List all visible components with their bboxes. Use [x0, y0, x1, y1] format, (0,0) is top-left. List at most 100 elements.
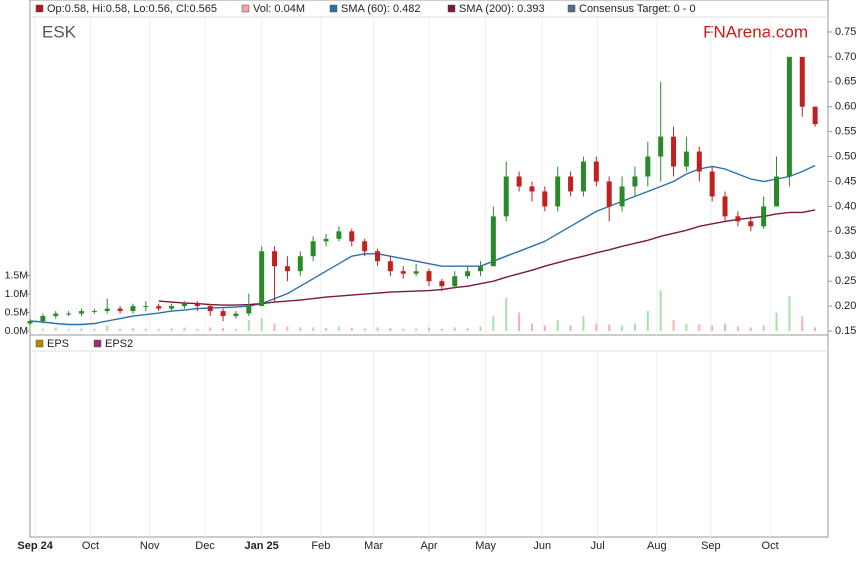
candle-body [555, 176, 561, 207]
candle-body [426, 271, 432, 282]
candle-body [207, 306, 213, 312]
ticker: ESK [42, 22, 77, 41]
y-tick-label: 0.75 [835, 26, 856, 38]
volume-bar [389, 328, 392, 331]
volume-bar [222, 328, 225, 331]
candle-body [284, 266, 290, 272]
volume-bar [608, 324, 611, 331]
volume-bar [633, 323, 636, 331]
volume-bar [788, 295, 791, 331]
candle-body [632, 176, 638, 187]
candle-body [169, 306, 175, 309]
legend-label: EPS [47, 338, 69, 350]
candle-body [812, 106, 818, 125]
volume-bar [131, 328, 134, 331]
candle-body [671, 136, 677, 167]
y-tick-label: 0.70 [835, 51, 856, 63]
legend-label: SMA (200): 0.393 [459, 3, 545, 15]
x-tick-label: Sep 24 [17, 540, 53, 552]
volume-bar [415, 328, 418, 331]
candle-body [259, 251, 265, 307]
volume-bar [80, 328, 83, 331]
candle-body [477, 266, 483, 272]
candle-body [748, 221, 754, 227]
volume-bar [518, 312, 521, 331]
volume-tick-label: 0.0M [5, 325, 28, 337]
volume-bar [286, 326, 289, 331]
volume-bar [299, 327, 302, 331]
y-tick-label: 0.30 [835, 250, 856, 262]
candle-body [323, 238, 329, 242]
x-tick-label: Jan 25 [245, 540, 279, 552]
volume-bar [106, 325, 109, 331]
volume-bar [505, 297, 508, 331]
candle-body [645, 156, 651, 177]
candle-body [516, 176, 522, 187]
legend-swatch [567, 4, 576, 13]
y-tick-label: 0.20 [835, 300, 856, 312]
volume-bar [157, 329, 160, 331]
volume-bar [312, 327, 315, 331]
volume-bar [646, 310, 649, 331]
volume-bar [144, 328, 147, 331]
y-tick-label: 0.55 [835, 126, 856, 138]
y-tick-label: 0.15 [835, 325, 856, 337]
candle-body [143, 306, 149, 308]
x-tick-label: Dec [195, 540, 215, 552]
candle-body [709, 171, 715, 197]
candle-body [66, 313, 72, 315]
candle-body [580, 161, 586, 192]
y-tick-label: 0.60 [835, 101, 856, 113]
x-tick-label: Jul [591, 540, 605, 552]
x-tick-label: Feb [311, 540, 330, 552]
candle-body [400, 271, 406, 274]
volume-bar [569, 325, 572, 331]
x-tick-label: May [475, 540, 496, 552]
legend-swatch [93, 339, 102, 348]
volume-bar [428, 327, 430, 331]
volume-bar [119, 329, 122, 331]
x-tick-label: Sep [701, 540, 721, 552]
legend-swatch [35, 4, 44, 13]
x-tick-label: Jun [533, 540, 551, 552]
legend-label: SMA (60): 0.482 [341, 3, 421, 15]
volume-bar [337, 326, 340, 331]
volume-bar [440, 328, 443, 331]
candle-body [774, 176, 780, 207]
volume-bar [749, 327, 752, 331]
candle-body [619, 186, 625, 207]
x-tick-label: Mar [364, 540, 383, 552]
volume-bar [29, 328, 31, 331]
volume-bar [41, 328, 44, 331]
volume-bar [814, 327, 817, 331]
candle-body [297, 256, 303, 272]
candle-body [606, 181, 612, 207]
volume-bar [376, 327, 379, 331]
y-tick-label: 0.40 [835, 200, 856, 212]
legend-swatch [447, 4, 456, 13]
volume-bar [350, 327, 353, 331]
volume-bar [801, 316, 804, 331]
legend-swatch [241, 4, 250, 13]
candle-body [490, 216, 496, 267]
volume-bar [582, 316, 585, 331]
candle-body [593, 161, 599, 182]
x-tick-label: Apr [420, 540, 437, 552]
candle-body [658, 136, 664, 157]
candle-body [53, 313, 59, 317]
candle-body [696, 151, 702, 172]
volume-bar [543, 325, 546, 331]
candle-body [220, 311, 226, 317]
volume-bar [711, 325, 714, 331]
y-tick-label: 0.45 [835, 175, 856, 187]
volume-bar [196, 328, 199, 331]
candle-body [799, 56, 805, 107]
legend-swatch [35, 339, 44, 348]
volume-bar [698, 324, 701, 331]
candle-body [542, 191, 548, 207]
candle-body [761, 206, 767, 227]
volume-bar [273, 323, 276, 331]
volume-bar [556, 319, 559, 331]
candle-body [452, 276, 458, 287]
